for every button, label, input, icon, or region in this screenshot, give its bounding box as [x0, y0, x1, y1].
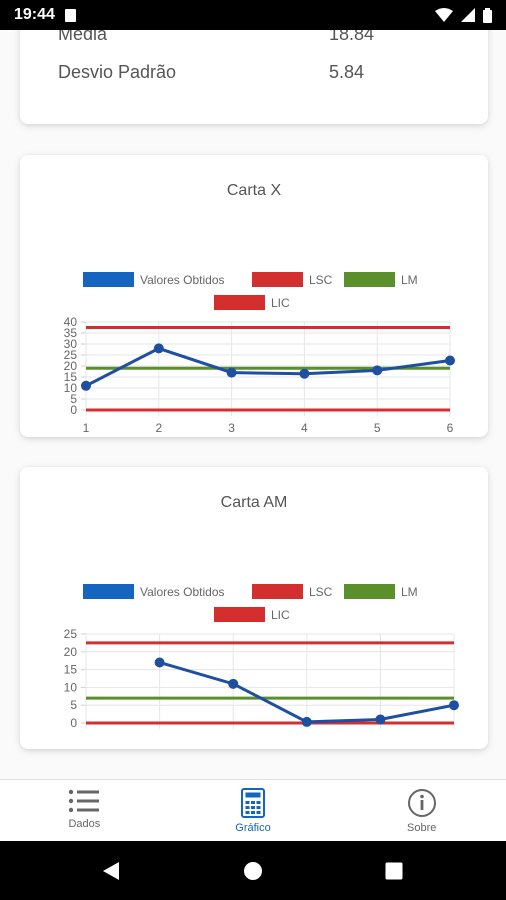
system-navigation-bar	[0, 841, 506, 900]
bottom-navigation: Dados Gráfico Sobre	[0, 779, 506, 841]
nav-item-dados[interactable]: Dados	[0, 780, 169, 841]
legend-lic-swatch	[214, 607, 265, 622]
nav-label: Dados	[68, 818, 101, 830]
signal-icon	[461, 8, 475, 22]
statistics-card: Média 18.84 Desvio Padrão 5.84	[20, 30, 488, 124]
y-tick-label: 10	[64, 381, 78, 395]
stat-label: Desvio Padrão	[58, 62, 177, 82]
legend-lic-label: LIC	[271, 296, 290, 310]
nav-item-grafico[interactable]: Gráfico	[169, 780, 338, 841]
chart-title: Carta X	[226, 182, 282, 199]
control-chart-am: Valores Obtidos LSC LM LIC 0 5 10 15 20 25	[64, 584, 459, 730]
data-point	[81, 380, 91, 391]
x-tick-label: 5	[374, 421, 381, 435]
chart-card-x: Carta X Valores Obtidos LSC LM LIC 0 5 10 15 20 2…	[20, 155, 488, 437]
y-tick-label: 0	[70, 716, 77, 730]
legend-lic-label: LIC	[271, 608, 290, 622]
y-tick-label: 20	[64, 359, 78, 373]
x-tick-label: 1	[83, 421, 90, 435]
info-icon	[407, 789, 436, 817]
series-line-valores-obtidos	[85, 346, 451, 388]
back-icon[interactable]	[101, 861, 121, 881]
data-point	[228, 678, 239, 689]
data-point	[299, 368, 310, 379]
stat-row-mean: Média 18.84	[58, 30, 448, 45]
stat-label: Média	[58, 30, 108, 44]
y-tick-label: 25	[64, 627, 78, 641]
stat-row-std-dev: Desvio Padrão 5.84	[58, 62, 448, 83]
y-tick-label: 15	[64, 663, 78, 677]
status-time: 19:44	[14, 6, 55, 23]
data-point	[372, 365, 383, 376]
y-tick-label: 0	[70, 403, 77, 417]
nav-item-sobre[interactable]: Sobre	[337, 780, 506, 841]
chart-title: Carta AM	[220, 494, 288, 511]
y-tick-label: 5	[70, 392, 77, 406]
legend-valores-obtidos-label: Valores Obtidos	[140, 585, 225, 599]
y-tick-label: 10	[64, 680, 78, 694]
recents-icon[interactable]	[384, 861, 404, 881]
control-chart-x: Valores Obtidos LSC LMLIC05101520253035401…	[64, 272, 455, 435]
scroll-content[interactable]: Média 18.84 Desvio Padrão 5.84 Carta X V…	[0, 30, 506, 779]
chart-card-am: Carta AM Valores Obtidos LSC LM LIC 0 5 10 15 20…	[20, 467, 488, 749]
legend-lsc-swatch	[252, 272, 303, 287]
data-point	[445, 355, 455, 366]
status-icons	[435, 7, 492, 23]
battery-icon	[483, 7, 492, 23]
data-point	[153, 343, 164, 354]
list-icon	[69, 789, 100, 813]
sd-card-icon	[64, 8, 76, 22]
legend-lm-label: LM	[401, 585, 418, 599]
data-point	[449, 700, 459, 711]
legend-lic-swatch	[214, 295, 265, 310]
stat-value: 18.84	[329, 30, 375, 44]
data-point	[375, 714, 386, 725]
nav-label: Sobre	[407, 822, 437, 834]
data-point	[226, 367, 237, 378]
status-bar: 19:44	[0, 0, 506, 30]
legend-valores-obtidos-swatch	[83, 584, 134, 599]
calculator-icon	[241, 788, 265, 818]
y-tick-label: 35	[64, 326, 78, 340]
wifi-icon	[435, 8, 453, 22]
x-tick-label: 3	[228, 421, 235, 435]
y-tick-label: 30	[64, 337, 78, 351]
legend-valores-obtidos-label: Valores Obtidos	[140, 273, 225, 287]
y-tick-label: 25	[64, 348, 78, 362]
y-tick-label: 40	[64, 315, 78, 329]
y-tick-label: 5	[70, 698, 77, 712]
y-tick-label: 20	[64, 645, 78, 659]
legend-valores-obtidos-swatch	[83, 272, 134, 287]
legend-lm-swatch	[344, 272, 395, 287]
nav-label: Gráfico	[235, 822, 271, 834]
stat-value: 5.84	[329, 62, 365, 82]
legend-lsc-label: LSC	[309, 273, 333, 287]
legend-lsc-swatch	[252, 584, 303, 599]
x-tick-label: 4	[301, 421, 308, 435]
y-tick-label: 15	[64, 370, 78, 384]
x-tick-label: 6	[447, 421, 454, 435]
data-point	[154, 657, 165, 668]
data-point	[301, 716, 312, 727]
legend-lm-label: LM	[401, 273, 418, 287]
legend-lm-swatch	[344, 584, 395, 599]
home-icon[interactable]	[243, 861, 263, 881]
legend-lsc-label: LSC	[309, 585, 333, 599]
x-tick-label: 2	[155, 421, 162, 435]
